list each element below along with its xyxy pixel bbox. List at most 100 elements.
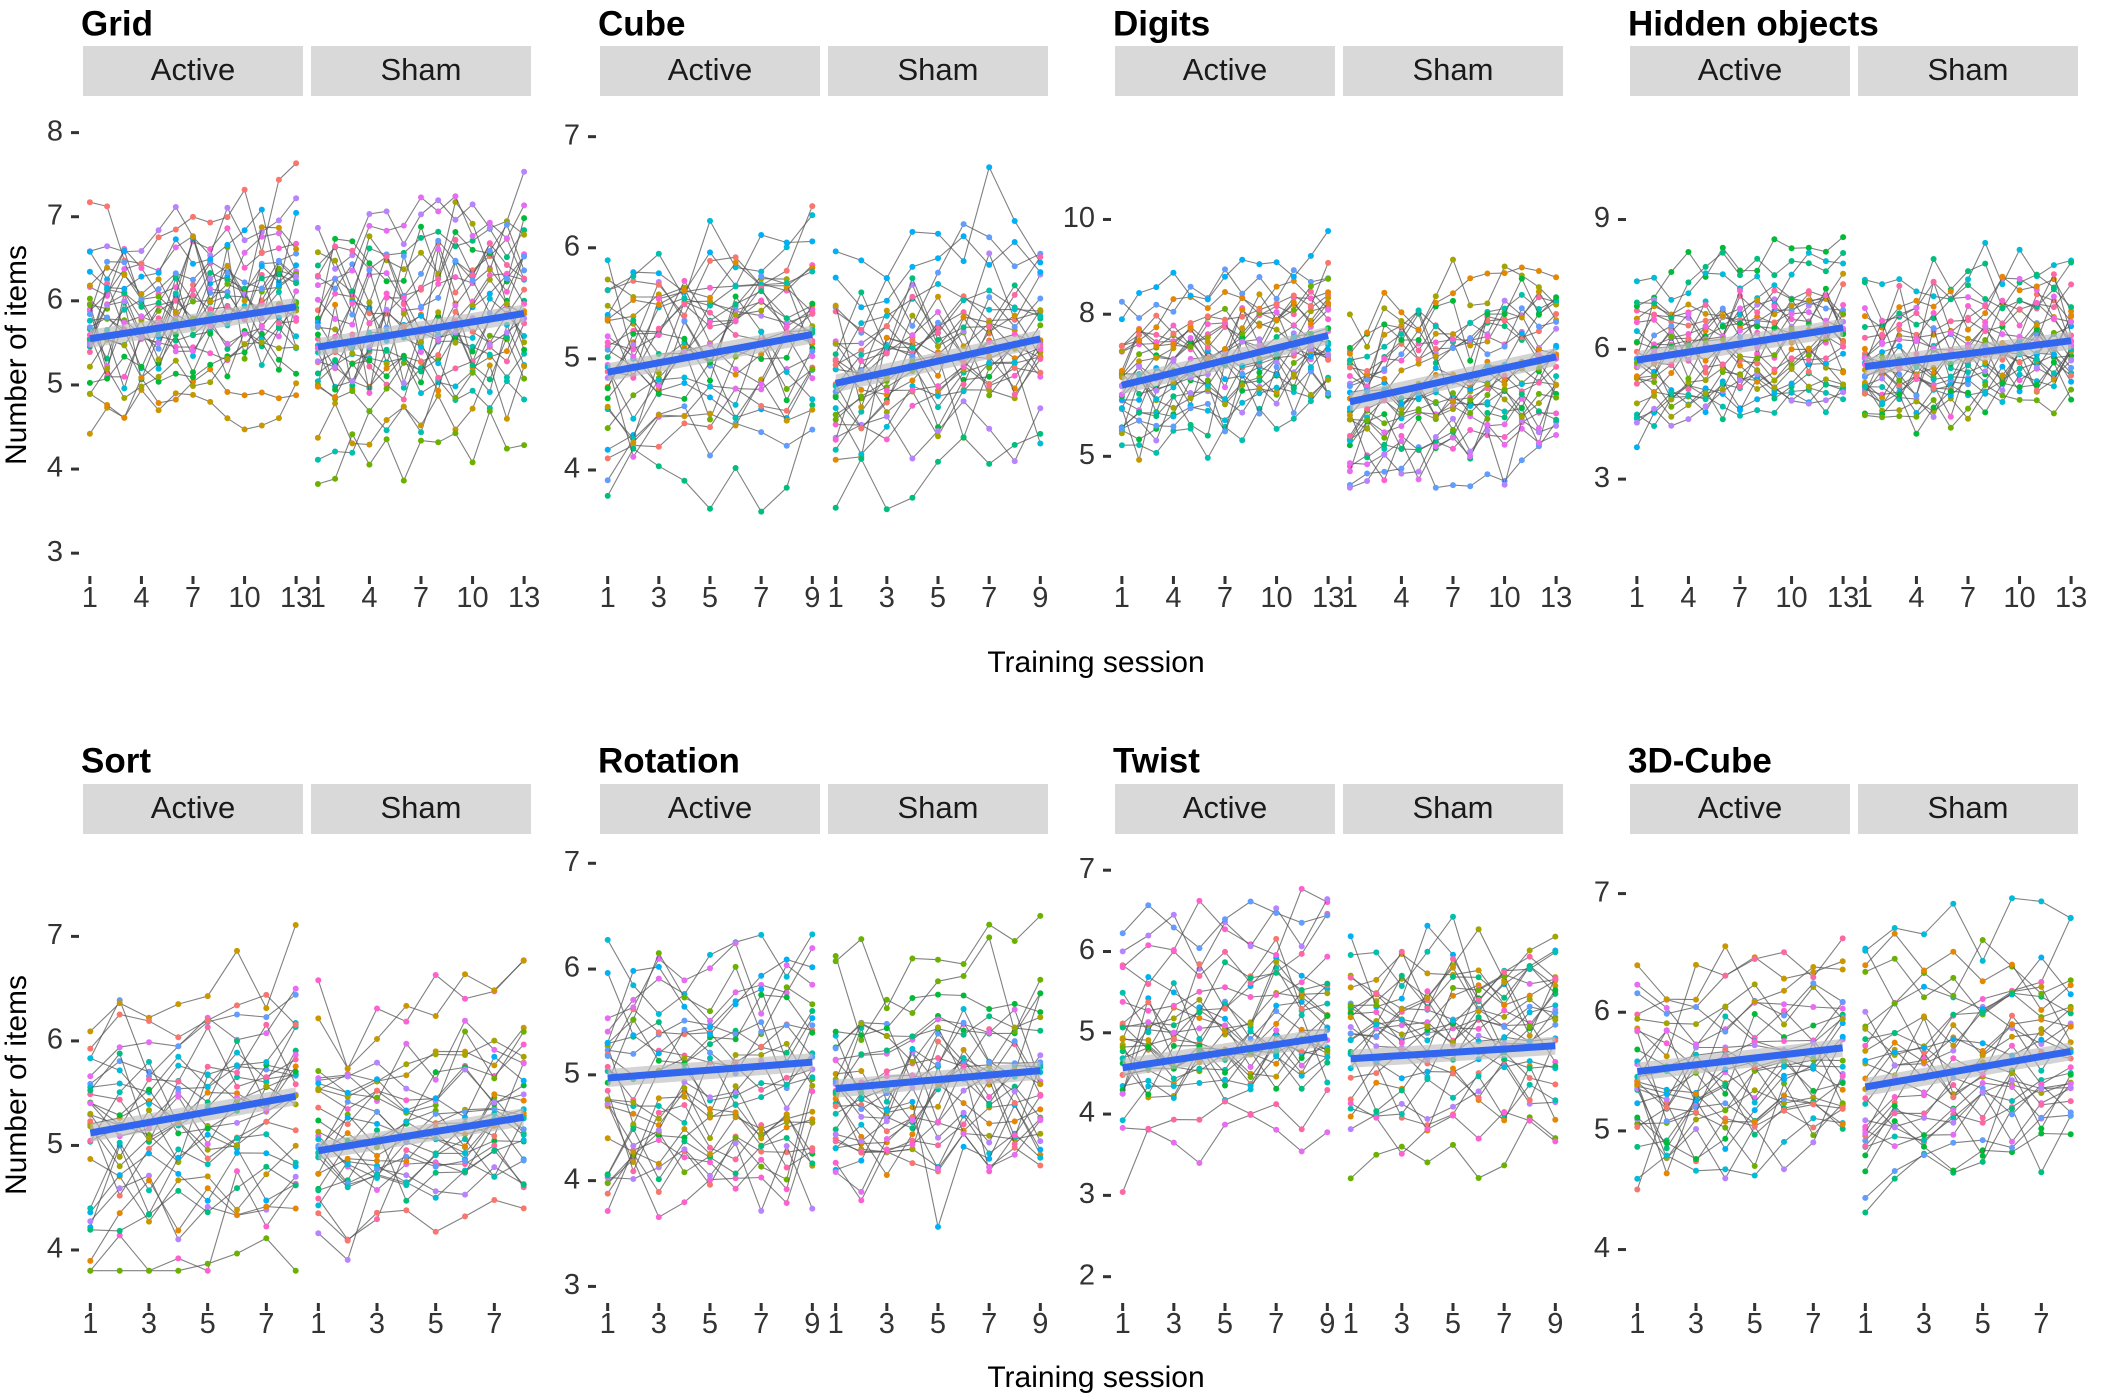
subject-point bbox=[1553, 318, 1560, 325]
subject-point bbox=[1204, 313, 1211, 320]
subject-point bbox=[604, 276, 611, 283]
subject-point bbox=[758, 508, 765, 515]
subject-point bbox=[909, 1160, 916, 1167]
subject-point bbox=[707, 1024, 713, 1031]
subject-point bbox=[1651, 300, 1658, 307]
subject-point bbox=[832, 958, 839, 965]
subject-point bbox=[1119, 1044, 1126, 1051]
subject-point bbox=[241, 264, 248, 271]
subject-point bbox=[681, 477, 688, 484]
x-tick-label: 1 bbox=[1857, 582, 1873, 614]
subject-point bbox=[883, 334, 890, 341]
subject-point bbox=[314, 224, 321, 231]
subject-point bbox=[655, 1057, 662, 1064]
facet-strip-label: Active bbox=[668, 790, 752, 825]
subject-point bbox=[1685, 386, 1692, 393]
subject-line bbox=[318, 1055, 525, 1119]
subject-point bbox=[1346, 357, 1353, 364]
subject-point bbox=[1119, 1117, 1126, 1124]
subject-line bbox=[1636, 1029, 1844, 1106]
subject-point bbox=[883, 1033, 890, 1040]
subject-point bbox=[486, 295, 493, 302]
subject-point bbox=[1307, 368, 1314, 375]
subject-point bbox=[293, 344, 300, 351]
subject-point bbox=[1424, 970, 1431, 977]
subject-point bbox=[1324, 1000, 1331, 1007]
subject-point bbox=[403, 1097, 410, 1104]
subject-point bbox=[630, 982, 637, 989]
subject-point bbox=[986, 1164, 993, 1171]
subject-point bbox=[344, 1098, 351, 1105]
subject-point bbox=[1651, 332, 1658, 339]
subject-point bbox=[1381, 321, 1388, 328]
subject-point bbox=[630, 996, 637, 1003]
subject-point bbox=[224, 340, 231, 347]
subject-point bbox=[1290, 306, 1297, 313]
subject-point bbox=[263, 1163, 270, 1170]
subject-point bbox=[604, 302, 611, 309]
subject-point bbox=[521, 396, 528, 403]
subject-point bbox=[1324, 1079, 1331, 1086]
subject-point bbox=[960, 258, 967, 265]
subject-point bbox=[1754, 396, 1761, 403]
subject-point bbox=[809, 396, 816, 403]
subject-point bbox=[1822, 248, 1829, 255]
subject-point bbox=[960, 1087, 967, 1094]
subject-point bbox=[366, 461, 373, 468]
subject-point bbox=[809, 402, 816, 408]
subject-point bbox=[121, 259, 128, 266]
subject-point bbox=[1273, 384, 1280, 391]
trend-line bbox=[835, 1067, 1041, 1093]
subject-point bbox=[1037, 254, 1044, 260]
subject-point bbox=[1346, 311, 1353, 318]
subject-point bbox=[1398, 1150, 1405, 1157]
subject-point bbox=[832, 1131, 839, 1138]
subject-point bbox=[1913, 338, 1920, 345]
subject-point bbox=[1965, 282, 1971, 289]
subject-point bbox=[2033, 327, 2040, 334]
subject-point bbox=[1170, 308, 1177, 315]
subject-point bbox=[138, 295, 145, 302]
subject-point bbox=[1118, 430, 1125, 437]
y-tick-label: 4 bbox=[1079, 1097, 1095, 1129]
subject-line bbox=[90, 1022, 297, 1105]
subject-point bbox=[2033, 299, 2040, 306]
subject-point bbox=[263, 1118, 270, 1125]
subject-point bbox=[1965, 326, 1971, 333]
subject-point bbox=[418, 349, 424, 355]
subject-point bbox=[935, 343, 941, 350]
subject-point bbox=[104, 402, 111, 408]
subject-point bbox=[1222, 401, 1228, 408]
subject-point bbox=[858, 451, 865, 458]
subject-point bbox=[783, 994, 790, 1001]
subject-point bbox=[2016, 365, 2023, 372]
subject-point bbox=[1771, 311, 1778, 318]
subject-point bbox=[1011, 372, 1018, 379]
subject-point bbox=[1553, 410, 1560, 417]
subject-point bbox=[604, 1053, 611, 1059]
subject-point bbox=[1861, 390, 1868, 397]
subject-point bbox=[960, 297, 967, 304]
subject-point bbox=[207, 350, 214, 357]
subject-point bbox=[349, 252, 356, 259]
subject-point bbox=[883, 1005, 890, 1012]
subject-point bbox=[1307, 308, 1314, 315]
y-tick-label: 4 bbox=[564, 453, 580, 485]
subject-point bbox=[1222, 1005, 1228, 1012]
subject-point bbox=[832, 416, 839, 423]
subject-point bbox=[1685, 322, 1692, 329]
trend-line bbox=[1349, 353, 1557, 406]
subject-point bbox=[783, 280, 790, 286]
subject-point bbox=[809, 406, 816, 413]
subject-point bbox=[2033, 283, 2040, 290]
subject-point bbox=[707, 1114, 713, 1121]
subject-point bbox=[1325, 295, 1332, 301]
subject-point bbox=[707, 951, 713, 958]
subject-point bbox=[400, 241, 407, 248]
subject-point bbox=[655, 301, 662, 308]
subject-point bbox=[1982, 310, 1989, 317]
subject-point bbox=[432, 1051, 439, 1058]
